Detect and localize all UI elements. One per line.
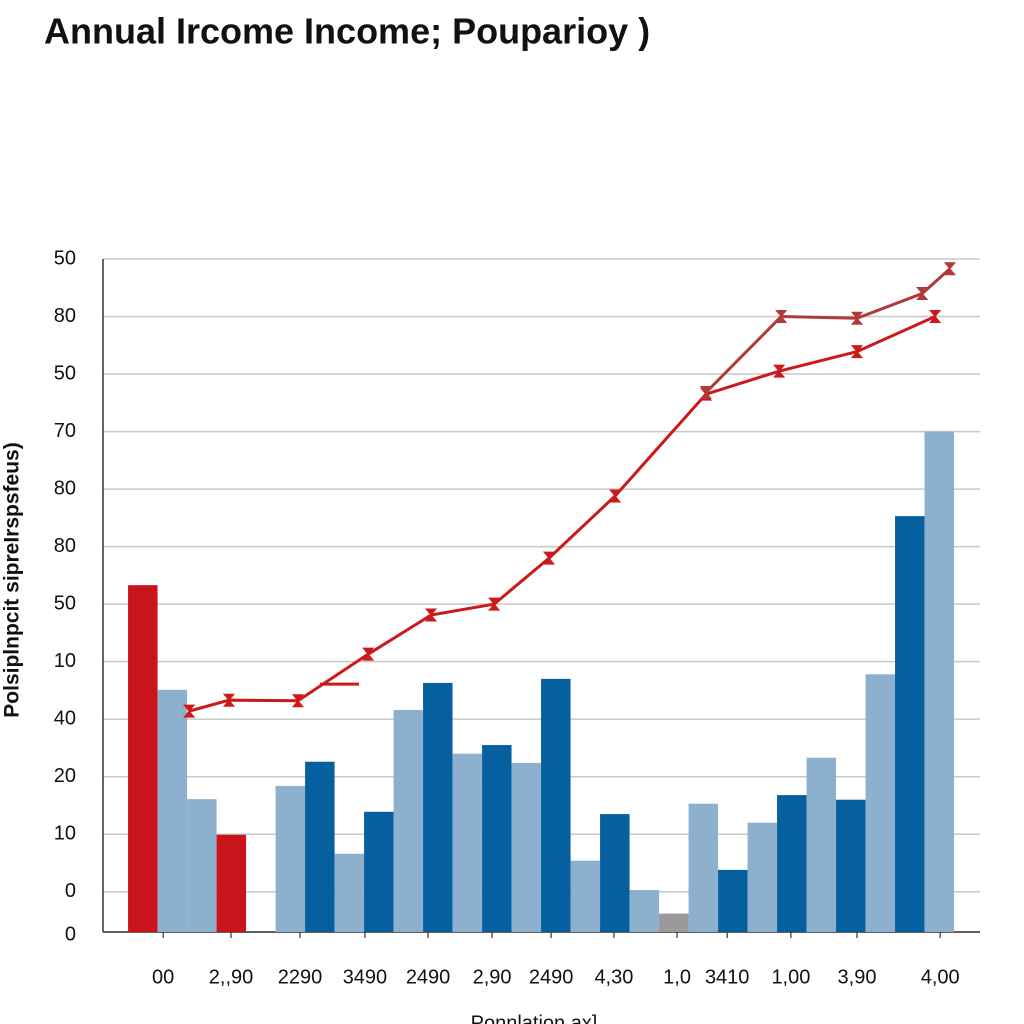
- bar: [128, 585, 158, 932]
- y-tick-label: 0: [65, 923, 76, 945]
- bar: [452, 753, 483, 932]
- marker: [222, 693, 236, 707]
- bar: [747, 822, 778, 932]
- x-tick-label: 2490: [529, 966, 574, 988]
- bar: [216, 834, 247, 932]
- y-tick-label: 50: [54, 592, 76, 614]
- bar: [482, 745, 512, 932]
- marker: [609, 489, 622, 503]
- marker: [850, 311, 864, 325]
- marker: [542, 551, 556, 565]
- chart-title: Annual Ircome Income; Pouparioy ): [44, 11, 650, 52]
- marker: [775, 310, 788, 324]
- bar: [629, 890, 660, 932]
- x-tick-label: 2490: [406, 966, 451, 988]
- bar: [688, 803, 719, 932]
- y-tick-label: 40: [54, 707, 76, 729]
- bar: [364, 811, 394, 932]
- marker: [929, 310, 942, 324]
- bar: [777, 795, 807, 932]
- x-tick-label: 4,00: [921, 966, 960, 988]
- x-tick-label: 2290: [278, 966, 323, 988]
- y-tick-label: 70: [54, 420, 76, 442]
- x-tick-label: 2,90: [473, 966, 512, 988]
- x-tick-label: 1,00: [771, 966, 810, 988]
- x-axis-label: Ponnlation ax]: [471, 1012, 598, 1024]
- marker: [424, 608, 438, 622]
- marker: [183, 704, 196, 718]
- marker: [773, 364, 786, 378]
- x-tick-label: 2,,90: [209, 966, 253, 988]
- y-tick-label: 0: [65, 880, 76, 902]
- y-axis-label: Polsiplnpcit sipreIrspsfeus): [1, 442, 24, 717]
- line: [188, 315, 936, 713]
- x-tick-label: 3410: [705, 966, 750, 988]
- bar: [187, 799, 217, 932]
- y-tick-label: 10: [54, 822, 76, 844]
- bar: [511, 762, 542, 932]
- bar: [423, 682, 453, 932]
- bar: [334, 853, 365, 932]
- bar: [836, 799, 866, 932]
- bar: [806, 757, 837, 932]
- y-tick-label: 80: [54, 477, 76, 499]
- x-tick-label: 4,30: [594, 966, 633, 988]
- bar: [570, 860, 601, 932]
- bar: [275, 785, 306, 932]
- bar: [865, 674, 896, 932]
- marker: [943, 262, 956, 276]
- marker: [291, 694, 305, 708]
- x-tick-label: 3490: [343, 966, 388, 988]
- bar: [600, 814, 630, 932]
- x-tick-label: 00: [152, 966, 174, 988]
- bar: [393, 709, 424, 932]
- bar: [659, 913, 689, 932]
- marker: [488, 597, 501, 611]
- marker: [362, 647, 375, 661]
- marker: [916, 287, 929, 301]
- y-tick-label: 80: [54, 535, 76, 557]
- y-tick-label: 50: [54, 362, 76, 384]
- y-tick-label: 10: [54, 650, 76, 672]
- y-tick-label: 50: [54, 247, 76, 269]
- bar: [718, 869, 748, 932]
- bar: [895, 516, 925, 932]
- bar: [157, 689, 188, 932]
- bar: [305, 761, 335, 932]
- marker: [850, 345, 864, 359]
- bar: [924, 431, 955, 932]
- y-tick-label: 80: [54, 305, 76, 327]
- x-tick-label: 1,0: [663, 966, 691, 988]
- y-tick-label: 20: [54, 765, 76, 787]
- marker: [699, 385, 713, 399]
- x-tick-label: 3,90: [838, 966, 877, 988]
- bar: [541, 678, 571, 932]
